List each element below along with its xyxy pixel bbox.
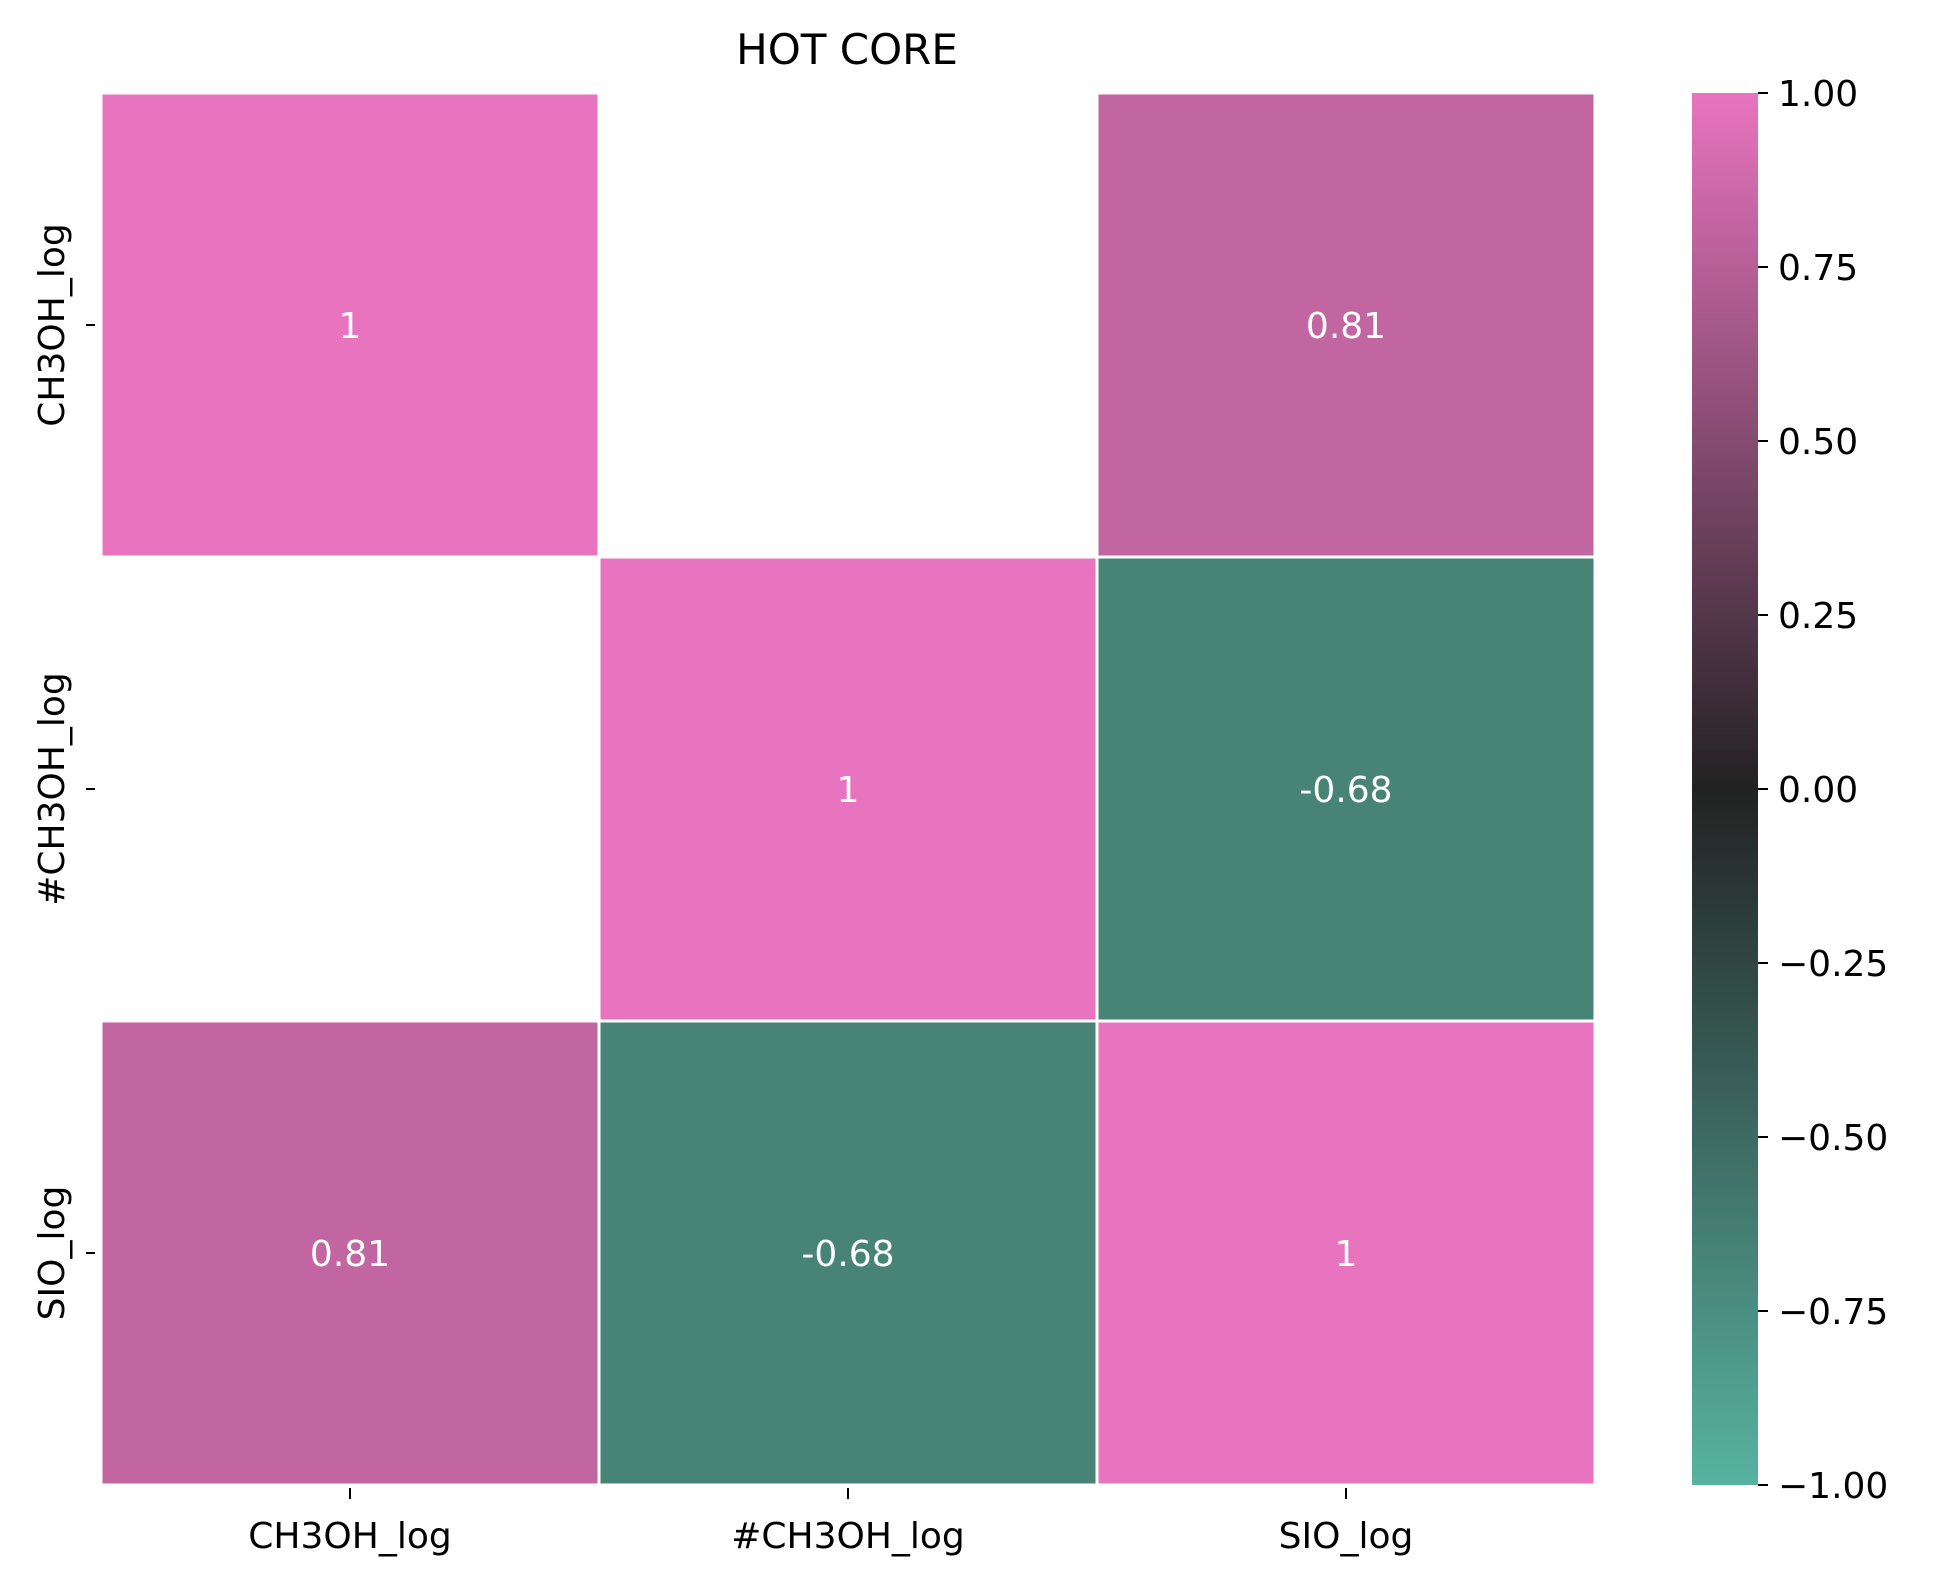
colorbar-gradient (1692, 93, 1758, 1485)
colorbar-tick-label: −0.75 (1778, 1292, 1888, 1333)
y-axis: CH3OH_log #CH3OH_log SIO_log (32, 223, 95, 1320)
heatmap-cell-r2-c0 (99, 1019, 601, 1487)
heatmap-cell-r2-c1 (597, 1019, 1099, 1487)
colorbar-ticks: 1.00 0.75 0.50 0.25 0.00 −0.25 −0.50 −0.75 −1.00 (1758, 74, 1888, 1507)
heatmap-cell-r2-c2 (1095, 1019, 1597, 1487)
colorbar-tick-label: 0.75 (1778, 248, 1858, 289)
heatmap-cell-r0-c2 (1095, 91, 1597, 559)
heatmap-cell-r1-c2 (1095, 555, 1597, 1023)
cell-annotation-r2-c0: 0.81 (310, 1234, 390, 1275)
y-tick-label: #CH3OH_log (32, 672, 73, 906)
colorbar-tick-label: 0.50 (1778, 422, 1858, 463)
colorbar-tick-label: 1.00 (1778, 74, 1858, 115)
colorbar-tick-label: −0.25 (1778, 944, 1888, 985)
x-tick-label: #CH3OH_log (731, 1516, 965, 1557)
heatmap-cell-r1-c1 (597, 555, 1099, 1023)
cell-annotation-r0-c2: 0.81 (1306, 306, 1386, 347)
x-tick-label: SIO_log (1279, 1516, 1414, 1557)
cell-annotation-r1-c1: 1 (837, 770, 860, 811)
cell-annotation-r0-c0: 1 (339, 306, 362, 347)
colorbar-tick-label: 0.25 (1778, 596, 1858, 637)
x-axis: CH3OH_log #CH3OH_log SIO_log (248, 1488, 1413, 1557)
colorbar-tick-label: −1.00 (1778, 1466, 1888, 1507)
cell-annotation-r2-c1: -0.68 (801, 1234, 894, 1275)
y-tick-label: CH3OH_log (32, 223, 73, 426)
x-tick-label: CH3OH_log (248, 1516, 451, 1557)
colorbar-tick-label: −0.50 (1778, 1118, 1888, 1159)
colorbar: 1.00 0.75 0.50 0.25 0.00 −0.25 −0.50 −0.75 −1.00 (1692, 74, 1888, 1507)
colorbar-tick-label: 0.00 (1778, 770, 1858, 811)
heatmap-cell-r0-c0 (99, 91, 601, 559)
heatmap-cells (99, 91, 1597, 1487)
chart-title: HOT CORE (736, 25, 958, 74)
cell-annotation-r1-c2: -0.68 (1299, 770, 1392, 811)
y-tick-label: SIO_log (32, 1186, 73, 1321)
cell-annotation-r2-c2: 1 (1335, 1234, 1358, 1275)
heatmap-annotations: 1 0.81 1 -0.68 0.81 -0.68 1 (310, 306, 1393, 1275)
